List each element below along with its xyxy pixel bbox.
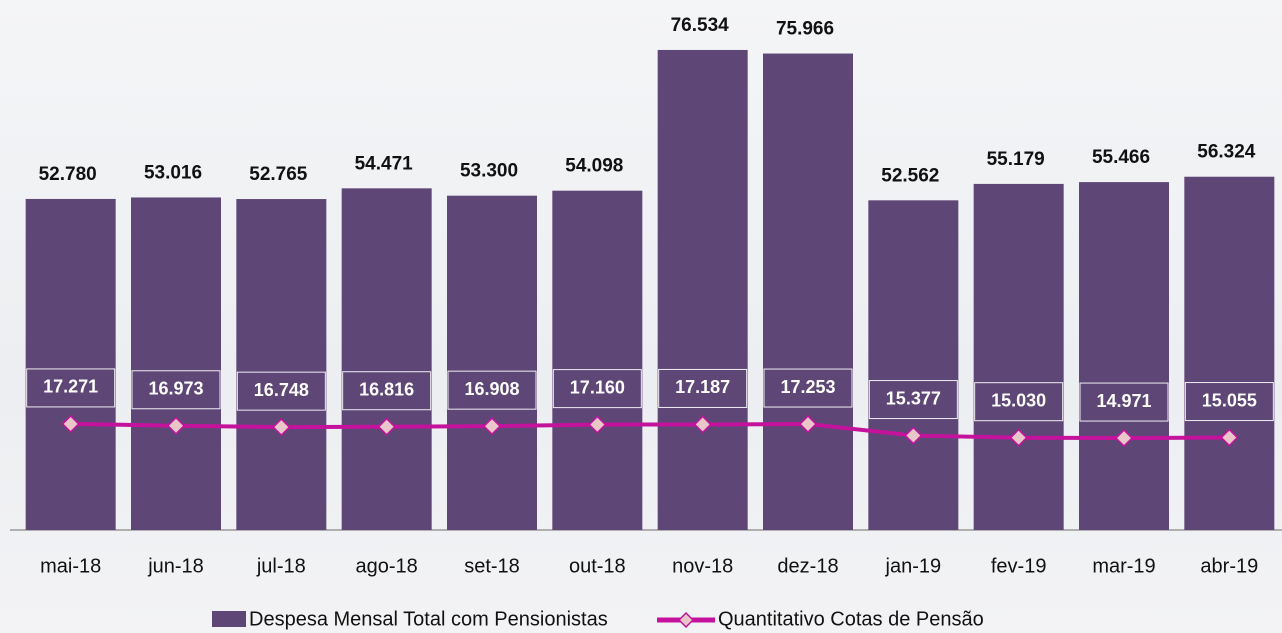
line-value-label: 15.030	[991, 390, 1046, 410]
line-value-label: 14.971	[1096, 391, 1151, 411]
bar	[26, 199, 116, 530]
legend-marker	[679, 613, 693, 627]
bar-value-label: 55.179	[987, 149, 1045, 170]
bar-value-label: 52.780	[39, 164, 97, 185]
bar	[236, 199, 326, 530]
bar-value-label: 52.765	[249, 164, 308, 185]
line-value-label: 16.973	[148, 379, 203, 399]
x-tick-label: set-18	[464, 555, 520, 577]
bar	[1079, 182, 1169, 530]
bar	[131, 197, 221, 530]
line-value-label: 17.253	[780, 377, 835, 397]
line-value-label: 16.748	[254, 380, 309, 400]
legend-swatch	[212, 611, 246, 627]
legend-label: Quantitativo Cotas de Pensão	[718, 608, 984, 630]
x-tick-label: nov-18	[672, 555, 733, 577]
bar-value-label: 76.534	[671, 15, 730, 36]
bar-value-label: 54.471	[355, 153, 414, 174]
bar	[658, 50, 748, 530]
x-tick-label: fev-19	[991, 555, 1047, 577]
bar	[763, 54, 853, 530]
page: Despesa Mensal Total com Pensionistas Qu…	[0, 0, 1282, 633]
bar	[974, 184, 1064, 530]
x-tick-label: jun-18	[147, 555, 204, 577]
line-value-label: 16.816	[359, 379, 414, 399]
bar-value-label: 53.300	[460, 161, 518, 182]
bar	[1184, 177, 1274, 530]
bar-value-label: 52.562	[881, 165, 939, 186]
line-value-label: 17.187	[675, 377, 730, 397]
line-value-label: 15.377	[886, 388, 941, 408]
x-tick-label: jul-18	[256, 555, 306, 577]
line-value-label: 16.908	[464, 379, 519, 399]
x-tick-label: jan-19	[885, 555, 942, 577]
bar	[868, 200, 958, 530]
bar	[447, 196, 537, 530]
bar-value-label: 53.016	[144, 162, 202, 183]
chart: Despesa Mensal Total com Pensionistas Qu…	[0, 0, 1282, 633]
x-tick-label: mar-19	[1092, 555, 1155, 577]
line-value-label: 17.160	[570, 377, 625, 397]
line-value-label: 15.055	[1202, 390, 1257, 410]
x-tick-label: abr-19	[1200, 555, 1258, 577]
line-value-label: 17.271	[43, 377, 98, 397]
bar-value-label: 56.324	[1197, 142, 1256, 163]
x-tick-label: ago-18	[356, 555, 418, 577]
bar	[552, 191, 642, 530]
bar-value-label: 55.466	[1092, 147, 1150, 168]
x-tick-label: out-18	[569, 555, 626, 577]
x-tick-label: dez-18	[777, 555, 838, 577]
bar-value-label: 54.098	[565, 156, 623, 177]
bar-value-label: 75.966	[776, 19, 834, 40]
legend-label: Despesa Mensal Total com Pensionistas	[249, 608, 608, 630]
x-tick-label: mai-18	[40, 555, 101, 577]
bar	[342, 188, 432, 530]
